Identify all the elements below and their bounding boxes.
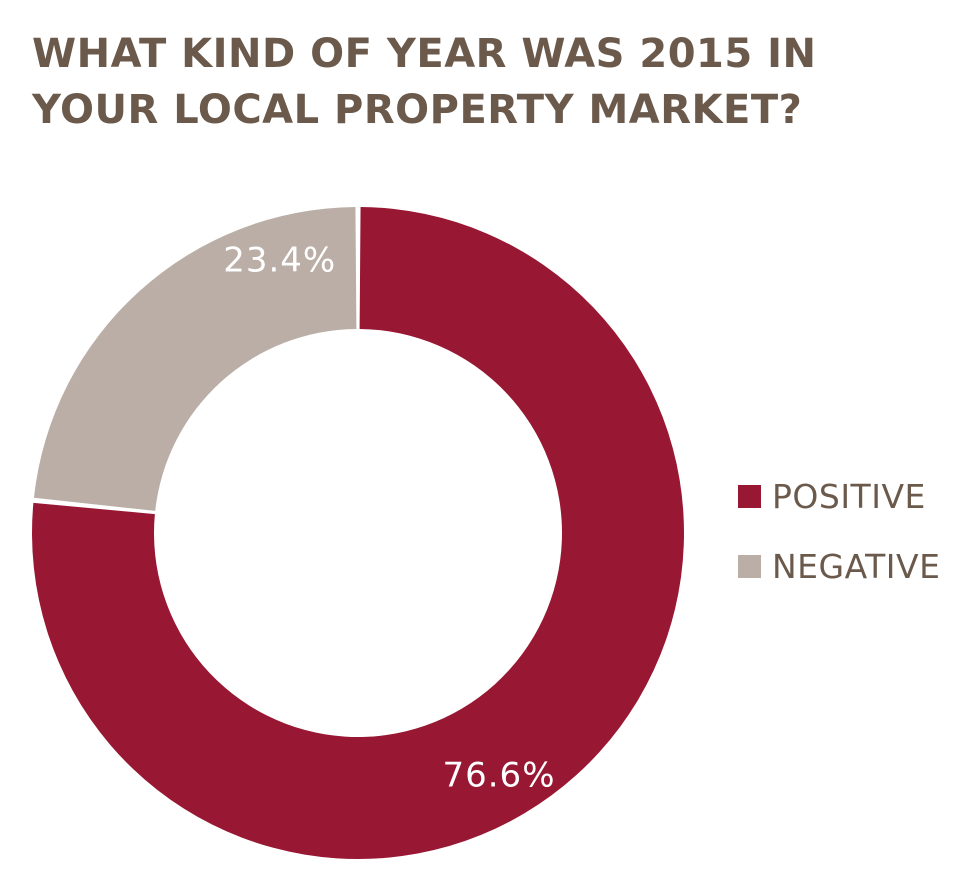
donut-slice-positive bbox=[32, 207, 685, 860]
chart-title: WHAT KIND OF YEAR WAS 2015 IN YOUR LOCAL… bbox=[32, 26, 932, 138]
legend-item-positive: POSITIVE bbox=[738, 474, 940, 518]
data-label-negative: 23.4% bbox=[223, 241, 336, 281]
legend-label-positive: POSITIVE bbox=[772, 476, 926, 516]
donut-slice-negative bbox=[33, 207, 357, 511]
chart-title-line-2: YOUR LOCAL PROPERTY MARKET? bbox=[32, 87, 803, 133]
data-label-positive: 76.6% bbox=[442, 756, 555, 796]
legend-item-negative: NEGATIVE bbox=[738, 544, 940, 588]
chart-title-line-1: WHAT KIND OF YEAR WAS 2015 IN bbox=[32, 31, 817, 77]
legend: POSITIVE NEGATIVE bbox=[738, 474, 940, 614]
legend-swatch-negative bbox=[738, 554, 761, 578]
legend-swatch-positive bbox=[738, 484, 761, 508]
legend-label-negative: NEGATIVE bbox=[772, 546, 941, 586]
